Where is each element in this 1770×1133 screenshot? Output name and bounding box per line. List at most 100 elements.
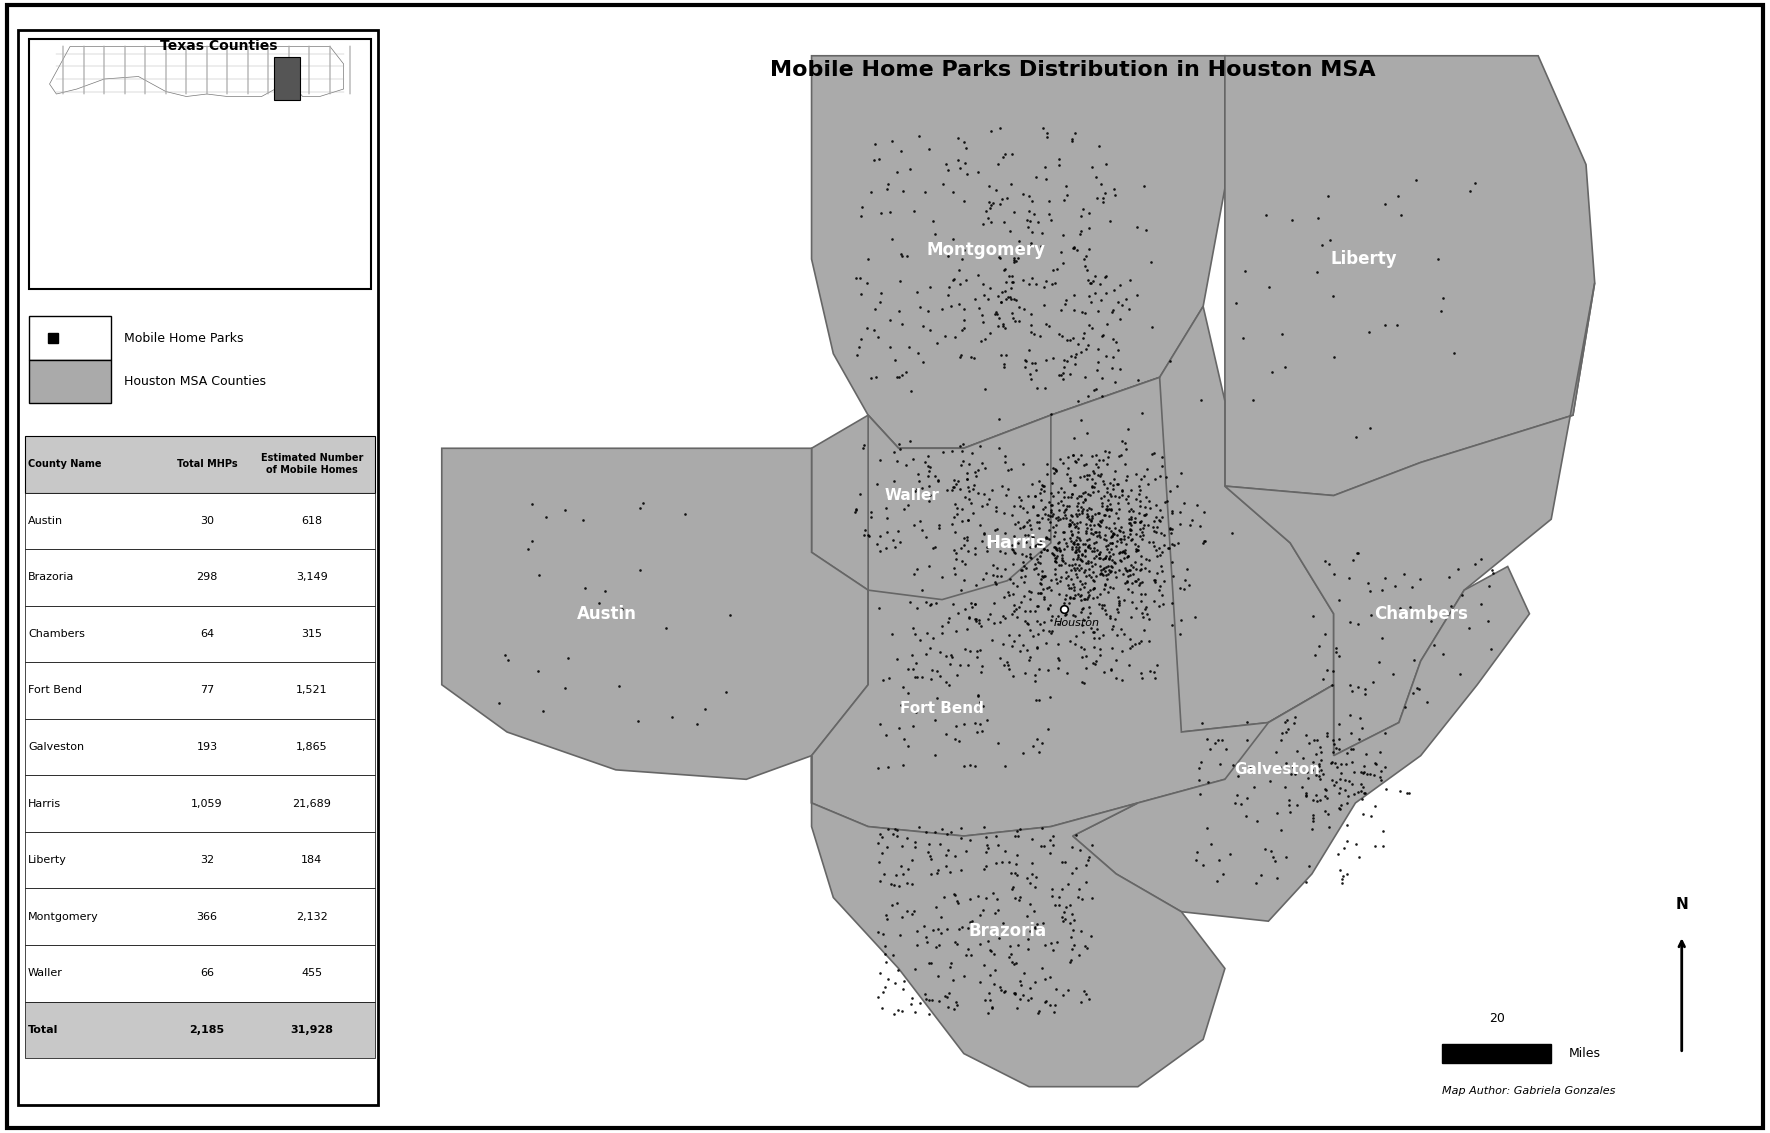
Point xyxy=(1127,632,1156,650)
Point xyxy=(1064,550,1092,568)
Point xyxy=(1182,496,1211,514)
Point xyxy=(1092,547,1120,565)
Point xyxy=(1083,527,1112,545)
Point xyxy=(1050,364,1078,382)
Point xyxy=(1251,206,1280,224)
Point xyxy=(940,559,968,577)
Point xyxy=(904,343,933,361)
Point xyxy=(1071,540,1099,559)
Point xyxy=(949,435,977,453)
Point xyxy=(1319,731,1347,749)
Point xyxy=(986,542,1014,560)
Point xyxy=(1074,335,1103,353)
Point xyxy=(1351,784,1379,802)
Point xyxy=(1143,656,1172,674)
Point xyxy=(1474,612,1503,630)
Point xyxy=(981,961,1009,979)
Point xyxy=(866,599,894,617)
Point xyxy=(922,938,950,956)
Point xyxy=(1124,570,1152,588)
Point xyxy=(1074,560,1103,578)
Point xyxy=(1083,360,1112,378)
Point xyxy=(1025,574,1053,593)
Point xyxy=(933,998,961,1016)
Point xyxy=(1041,527,1069,545)
Point xyxy=(1025,554,1053,572)
Point xyxy=(1313,662,1342,680)
Point xyxy=(1220,756,1248,774)
Point xyxy=(903,598,931,616)
Point xyxy=(1066,946,1094,964)
Point xyxy=(1087,488,1115,506)
Point xyxy=(1055,594,1083,612)
Point xyxy=(1124,576,1152,594)
Point xyxy=(1071,491,1099,509)
Point xyxy=(922,595,950,613)
Point xyxy=(846,485,874,503)
Point xyxy=(1050,530,1078,548)
Point xyxy=(1096,547,1124,565)
Point xyxy=(1016,305,1044,323)
Point xyxy=(986,648,1014,666)
Point xyxy=(901,960,929,978)
Point xyxy=(1046,301,1074,320)
Point xyxy=(1133,598,1161,616)
Point xyxy=(1147,586,1175,604)
Point xyxy=(1064,585,1092,603)
Point xyxy=(1058,838,1087,857)
FancyBboxPatch shape xyxy=(25,436,375,493)
Point xyxy=(920,467,949,485)
Point xyxy=(956,830,984,849)
Point xyxy=(1046,572,1074,590)
Point xyxy=(984,410,1012,428)
Point xyxy=(1117,510,1145,528)
Point xyxy=(1384,187,1412,205)
Point xyxy=(1021,691,1050,709)
Point xyxy=(1328,874,1356,892)
Point xyxy=(991,261,1020,279)
Point xyxy=(1028,959,1057,977)
Point xyxy=(1326,730,1354,748)
Point xyxy=(1044,150,1073,168)
Point xyxy=(945,295,974,313)
Point xyxy=(889,366,917,384)
Point xyxy=(972,563,1000,581)
Point xyxy=(1097,487,1126,505)
Point xyxy=(924,861,952,879)
Point xyxy=(1193,731,1221,749)
Point xyxy=(1444,560,1473,578)
Point xyxy=(929,174,958,193)
Point xyxy=(892,455,920,474)
Point xyxy=(1083,188,1112,206)
Point xyxy=(1023,512,1051,530)
Point xyxy=(1197,835,1225,853)
Point xyxy=(961,611,989,629)
Point xyxy=(1131,505,1159,523)
Point xyxy=(1094,582,1122,600)
Point xyxy=(1043,548,1071,566)
Point xyxy=(965,973,993,991)
Point xyxy=(903,480,931,499)
Point xyxy=(1067,222,1096,240)
Point xyxy=(997,280,1025,298)
Point xyxy=(1404,679,1432,697)
Point xyxy=(961,595,989,613)
Point xyxy=(1127,560,1156,578)
Point xyxy=(1080,483,1108,501)
Point xyxy=(1051,506,1080,525)
Point xyxy=(1080,654,1108,672)
Point xyxy=(1182,851,1211,869)
Point xyxy=(1062,513,1090,531)
Point xyxy=(1133,605,1161,623)
Point xyxy=(1043,259,1071,278)
Point xyxy=(906,994,935,1012)
Point xyxy=(1122,542,1150,560)
Point xyxy=(1058,920,1087,938)
Point xyxy=(1055,953,1083,971)
Point xyxy=(1073,566,1101,585)
Point xyxy=(1087,494,1115,512)
Point xyxy=(1018,830,1046,849)
Point xyxy=(1104,509,1133,527)
Point xyxy=(1048,879,1076,897)
Point xyxy=(1044,634,1073,653)
